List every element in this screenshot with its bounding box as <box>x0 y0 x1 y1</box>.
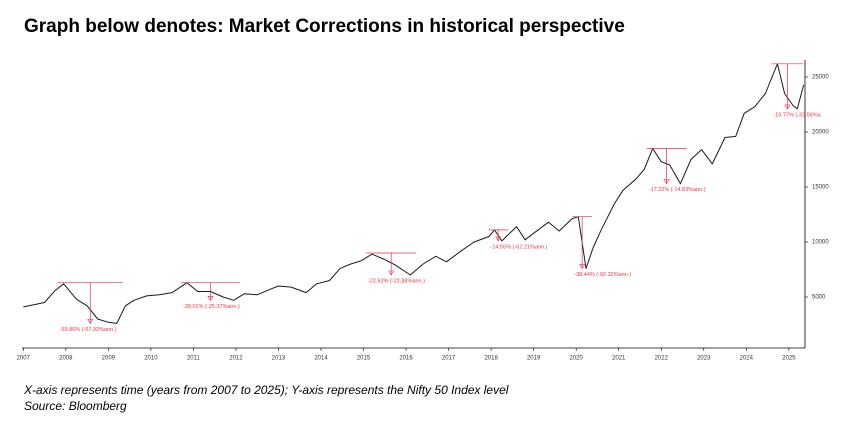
correction-label: -17.22% (-14.83%ann.) <box>649 187 706 193</box>
y-tick-label: 5000 <box>812 295 826 301</box>
correction-label: -22.52% (-22.88%ann.) <box>368 278 425 284</box>
source-note: Source: Bloomberg <box>24 399 127 413</box>
correction-trough <box>87 319 94 324</box>
x-tick-label: 2011 <box>187 356 201 362</box>
x-tick-label: 2019 <box>527 356 541 362</box>
x-tick-label: 2016 <box>399 356 413 362</box>
x-tick-label: 2008 <box>59 356 73 362</box>
x-tick-label: 2014 <box>314 356 328 362</box>
x-tick-label: 2020 <box>570 356 584 362</box>
x-tick-label: 2022 <box>655 356 669 362</box>
chart-title: Graph below denotes: Market Corrections … <box>24 16 625 37</box>
x-tick-label: 2021 <box>612 356 626 362</box>
x-tick-label: 2018 <box>484 356 498 362</box>
correction-trough <box>579 264 586 269</box>
correction-label: -28.01% (-25.37%ann.) <box>183 304 240 310</box>
correction-trough <box>663 179 670 185</box>
x-tick-label: 2010 <box>144 356 158 362</box>
correction-label: -14.55% (-62.21%ann.) <box>491 244 548 250</box>
correction-trough <box>207 296 214 301</box>
x-tick-label: 2025 <box>782 356 796 362</box>
x-tick-label: 2024 <box>740 356 754 362</box>
y-tick-label: 15000 <box>812 185 829 191</box>
correction-label: -15.77% (-33.56%a <box>773 112 821 118</box>
x-tick-label: 2017 <box>442 356 456 362</box>
y-tick-label: 20000 <box>812 130 829 136</box>
x-tick-label: 2013 <box>272 356 286 362</box>
correction-label: -38.44% (-92.32%ann.) <box>574 272 631 278</box>
index-line <box>23 63 805 324</box>
x-tick-label: 2007 <box>17 356 31 362</box>
x-tick-label: 2012 <box>229 356 243 362</box>
axis-note: X-axis represents time (years from 2007 … <box>23 383 509 397</box>
correction-label: -59.86% (-67.92%ann.) <box>60 327 117 333</box>
y-tick-label: 25000 <box>812 75 829 81</box>
correction-trough <box>784 104 791 110</box>
x-tick-label: 2015 <box>357 356 371 362</box>
correction-trough <box>495 236 502 242</box>
correction-trough <box>388 270 395 276</box>
x-tick-label: 2023 <box>697 356 711 362</box>
x-tick-label: 2009 <box>102 356 116 362</box>
y-tick-label: 10000 <box>812 240 829 246</box>
